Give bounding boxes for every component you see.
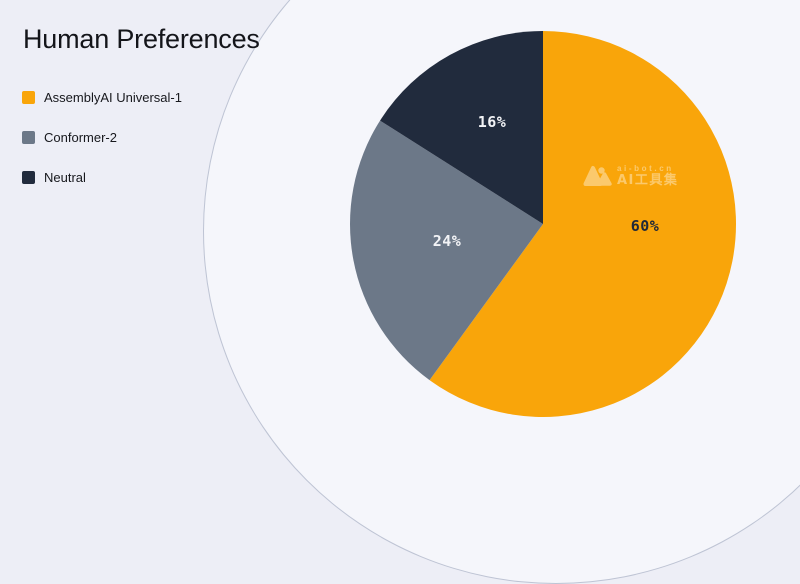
legend-item-2: Neutral <box>22 169 182 185</box>
pie-percent-label-1: 24% <box>432 232 462 250</box>
pie-percent-label-0: 60% <box>630 217 660 235</box>
pie-slice-2 <box>380 31 543 224</box>
pie-slice-1 <box>350 120 543 381</box>
legend-item-1: Conformer-2 <box>22 129 182 145</box>
legend-swatch-1 <box>22 130 35 144</box>
legend-label-2: Neutral <box>44 169 86 185</box>
legend-swatch-2 <box>22 170 35 184</box>
pie-svg <box>350 31 737 418</box>
legend-label-0: AssemblyAI Universal-1 <box>44 89 182 105</box>
legend-item-0: AssemblyAI Universal-1 <box>22 89 182 105</box>
legend-swatch-0 <box>22 90 35 104</box>
chart-title: Human Preferences <box>23 24 260 54</box>
pie-percent-label-2: 16% <box>477 113 507 131</box>
pie-slice-0 <box>429 31 737 418</box>
legend: AssemblyAI Universal-1 Conformer-2 Neutral <box>22 90 182 210</box>
legend-label-1: Conformer-2 <box>44 129 117 145</box>
pie-chart <box>350 31 737 418</box>
